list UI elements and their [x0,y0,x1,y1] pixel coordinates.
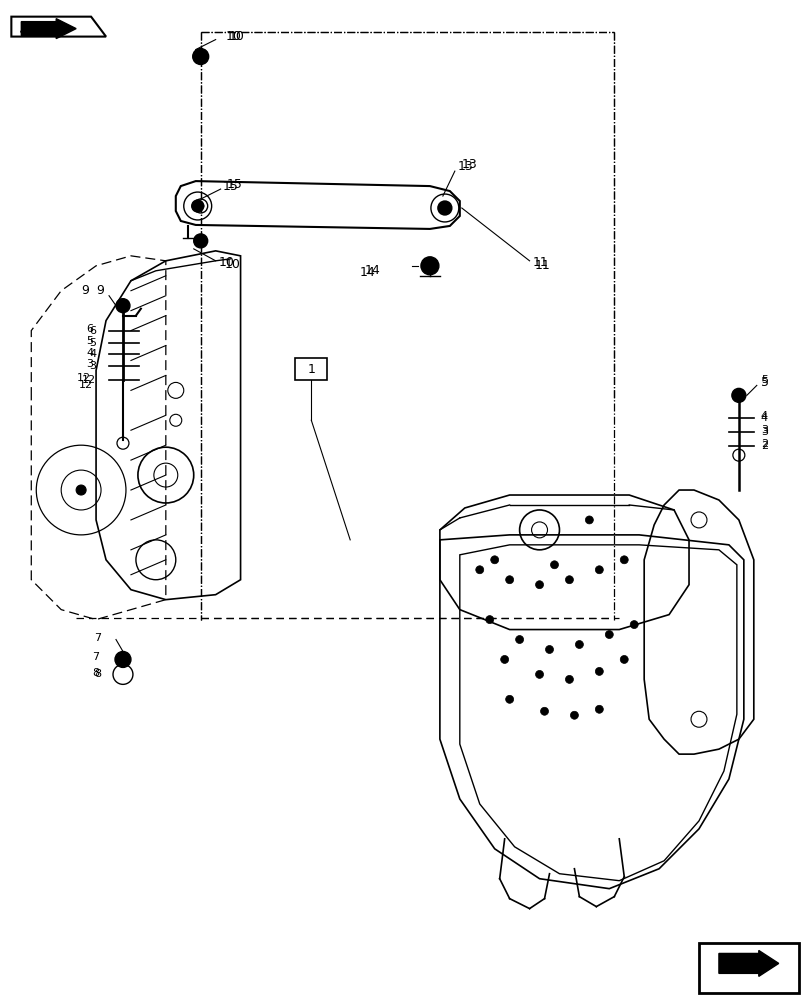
Text: 4: 4 [86,348,93,358]
Text: 14: 14 [364,264,380,277]
Circle shape [540,707,548,715]
Circle shape [191,200,204,212]
Circle shape [731,388,745,402]
Text: 5: 5 [86,336,93,346]
Text: 15: 15 [226,178,242,191]
Circle shape [585,516,593,524]
Text: 11: 11 [534,259,550,272]
Text: 10: 10 [218,256,234,269]
Text: 10: 10 [225,258,240,271]
Circle shape [570,711,577,719]
Circle shape [505,576,513,584]
Bar [698,943,798,993]
Text: 12: 12 [77,373,91,383]
Circle shape [116,299,130,313]
Text: 13: 13 [457,160,473,173]
Text: 2: 2 [760,439,767,449]
Text: 6: 6 [86,324,93,334]
Circle shape [594,667,603,675]
Text: 7: 7 [94,633,101,643]
Text: 6: 6 [89,326,96,336]
Text: 9: 9 [96,284,104,297]
Circle shape [535,670,543,678]
Circle shape [194,234,208,248]
Circle shape [439,202,450,214]
Circle shape [115,651,131,667]
Circle shape [629,621,637,629]
Text: 3: 3 [89,361,96,371]
Text: 7: 7 [92,652,99,662]
Circle shape [500,655,508,663]
Text: 5: 5 [760,375,767,385]
Circle shape [535,581,543,589]
Text: 12: 12 [79,380,93,390]
Circle shape [550,561,558,569]
Circle shape [475,566,483,574]
Circle shape [620,655,628,663]
Circle shape [515,636,523,644]
Text: 9: 9 [81,284,89,297]
Bar [295,358,327,380]
Text: 1: 1 [307,363,315,376]
Circle shape [545,646,553,653]
Text: 12: 12 [82,375,96,385]
Text: 2: 2 [760,441,767,451]
Text: 8: 8 [94,669,101,679]
Circle shape [564,675,573,683]
Text: 5: 5 [89,338,96,348]
Text: 4: 4 [760,411,767,421]
Text: 5: 5 [760,376,768,389]
Text: 4: 4 [89,349,96,359]
Circle shape [564,576,573,584]
Polygon shape [11,17,106,37]
Text: 15: 15 [222,180,238,193]
Polygon shape [718,950,778,976]
Circle shape [76,485,86,495]
Circle shape [192,49,208,64]
Circle shape [575,641,582,648]
Text: 10: 10 [229,30,244,43]
Circle shape [437,201,451,215]
Text: 11: 11 [532,256,547,269]
Circle shape [594,566,603,574]
Circle shape [505,695,513,703]
Text: 13: 13 [461,158,477,171]
Text: 4: 4 [760,413,767,423]
Circle shape [420,257,439,275]
Text: 14: 14 [359,266,375,279]
Polygon shape [21,19,76,39]
Text: 10: 10 [225,30,241,43]
Circle shape [620,556,628,564]
Circle shape [490,556,498,564]
Text: 3: 3 [760,427,767,437]
Text: 8: 8 [92,668,99,678]
Circle shape [604,631,612,639]
Text: 3: 3 [86,359,93,369]
Circle shape [594,705,603,713]
Circle shape [485,616,493,624]
Circle shape [197,203,204,209]
Text: 3: 3 [760,425,767,435]
